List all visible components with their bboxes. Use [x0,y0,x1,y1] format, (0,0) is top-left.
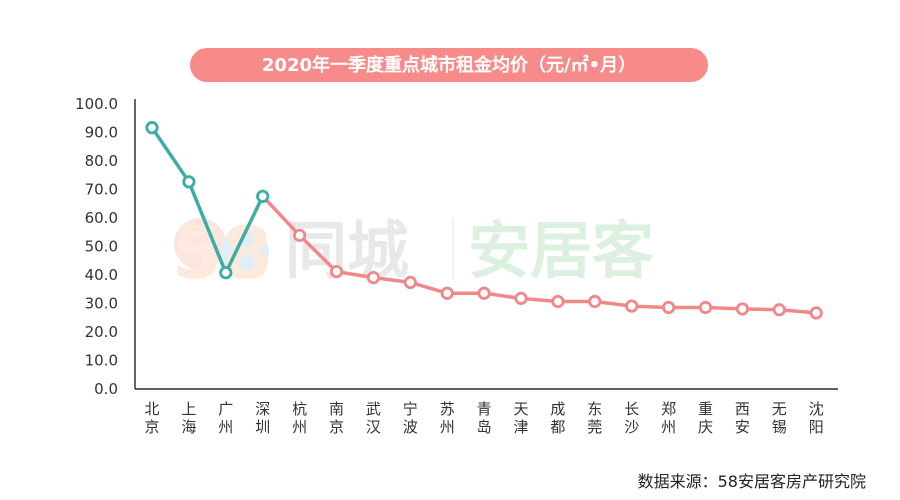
title-pill [190,48,708,82]
series-line-highlight [150,126,265,275]
y-tick-label: 20.0 [85,323,118,341]
points-group [145,121,823,320]
x-tick-label: 郑州 [661,400,676,436]
data-point [219,266,233,280]
data-point [698,300,713,315]
x-tick-label: 上海 [181,400,196,436]
watermark-product: 安居客 [468,214,654,287]
series-group [150,126,817,315]
watermark-logo-circle-red [174,218,226,270]
x-tick-label: 西安 [735,400,750,436]
data-point [182,175,196,189]
data-point [256,189,270,203]
data-point [735,302,750,316]
data-point [588,294,602,309]
y-tick-label: 10.0 [85,352,118,370]
x-tick-label: 天津 [513,400,528,436]
data-point [403,275,417,290]
x-tick-label: 长沙 [624,400,639,436]
y-tick-label: 80.0 [85,152,118,170]
data-point [145,121,159,135]
x-tick-label: 东莞 [587,400,602,436]
watermark-logo-circle-blue [221,228,269,276]
x-tick-label: 杭州 [292,400,307,436]
data-point [292,228,307,242]
data-point [772,303,786,317]
data-point [809,306,823,320]
x-tick-label: 武汉 [366,400,381,436]
x-tick-label: 沈阳 [809,400,824,436]
data-point [366,270,380,285]
x-tick-label: 北京 [144,400,159,436]
watermark-logo-number: 58 [172,211,272,295]
x-tick-label: 广州 [218,400,233,436]
x-tick-label: 宁波 [403,400,418,436]
y-tick-label: 0.0 [94,380,118,398]
y-tick-label: 60.0 [85,209,118,227]
data-point [625,299,639,313]
x-tick-label: 成都 [550,400,565,436]
y-tick-label: 30.0 [85,295,118,313]
watermark-divider [452,218,454,280]
y-tick-label: 90.0 [85,124,118,142]
watermark-brand: 同城 [285,214,409,287]
y-tick-label: 40.0 [85,266,118,284]
x-tick-label: 苏州 [440,400,455,436]
y-tick-label: 100.0 [75,95,118,113]
x-tick-label: 青岛 [477,400,492,436]
data-point [477,286,491,300]
y-axis-ticks: 0.0 10.0 20.0 30.0 40.0 50.0 60.0 70.0 80.0 90.0 1… [75,95,118,398]
chart-title: 2020年一季度重点城市租金均价（元/㎡•月） [262,54,636,76]
series-line-main [261,195,817,315]
data-point [440,286,454,300]
data-point [661,300,676,315]
watermark: 58 同城 安居客 [172,211,654,295]
x-tick-label: 南京 [329,400,344,436]
data-point [329,264,344,279]
x-tick-label: 无锡 [772,400,787,436]
x-tick-label: 深圳 [255,400,270,436]
data-source: 数据来源：58安居客房产研究院 [638,472,866,491]
data-point [514,291,528,305]
x-tick-label: 重庆 [698,400,713,436]
y-tick-label: 70.0 [85,181,118,199]
data-point [551,294,565,309]
y-tick-label: 50.0 [85,238,118,256]
